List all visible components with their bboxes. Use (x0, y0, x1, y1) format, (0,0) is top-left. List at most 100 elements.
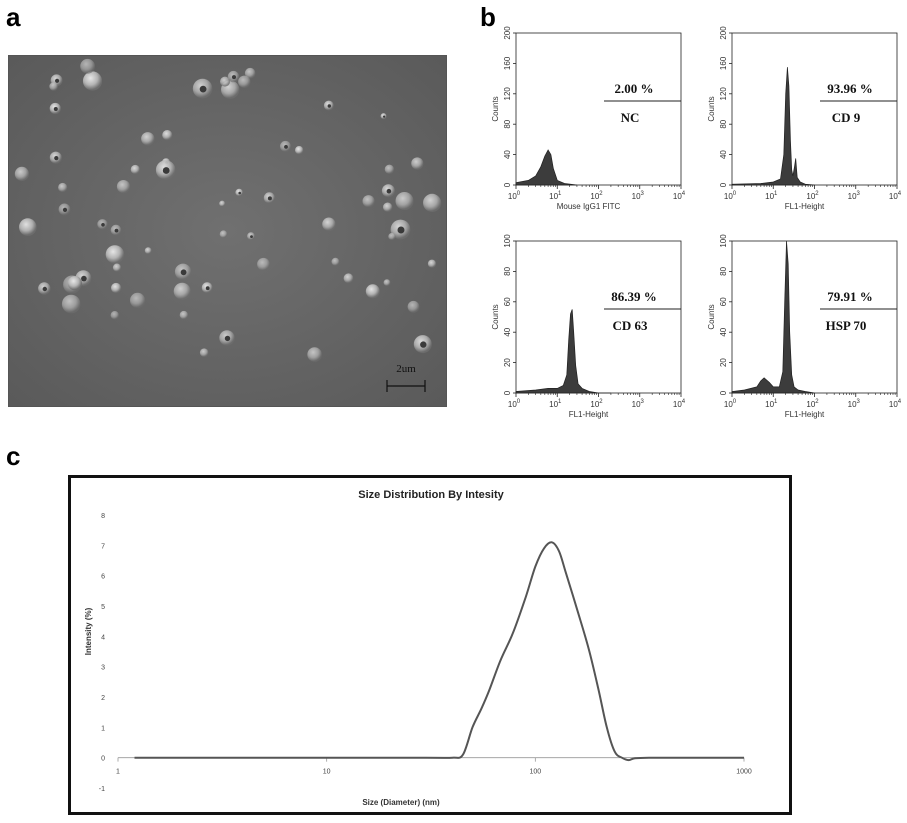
x-tick-label: 101 (765, 399, 778, 409)
flow-histogram-3: 0 20 40 60 80 100 100 101 102 103 104 FL1-Height Cou… (491, 234, 686, 419)
vesicle-particle (14, 166, 29, 181)
positive-percentage: 93.96 % (827, 81, 873, 96)
positive-percentage: 86.39 % (611, 289, 657, 304)
vesicle-core (114, 228, 119, 233)
y-tick-label: 20 (719, 358, 728, 367)
vesicle-particle (219, 230, 228, 238)
x-tick-label: 100 (508, 191, 521, 201)
x-tick-label: 103 (848, 191, 861, 201)
vesicle-core (205, 286, 210, 291)
vesicle-particle (362, 195, 375, 208)
vesicle-particle (427, 259, 437, 268)
x-tick-label: 102 (806, 399, 819, 409)
vesicle-core (162, 167, 170, 174)
vesicle-core (267, 196, 272, 201)
vesicle-particle (331, 257, 340, 266)
size-distribution-plot: Size Distribution By Intesity -1 0 1 2 3 4 5 6 7 8… (84, 489, 752, 807)
panel-a-label: a (6, 2, 21, 32)
y-tick-label: 200 (719, 26, 728, 40)
x-tick-label: 101 (549, 399, 562, 409)
panel-b-label: b (480, 2, 496, 32)
vesicle-particle (61, 294, 81, 314)
vesicle-particle (384, 164, 395, 174)
y-tick-label: 0 (503, 182, 512, 187)
y-tick-label: 60 (503, 297, 512, 306)
vesicle-particle (111, 282, 122, 294)
vesicle-core (180, 269, 187, 276)
x-tick-label: 100 (724, 399, 737, 409)
dls-plot-group: Size Distribution By Intesity -1 0 1 2 3 4 5 6 7 8… (84, 489, 752, 807)
vesicle-core (420, 341, 427, 348)
vesicle-particle (244, 67, 256, 79)
vesicle-particle (407, 300, 420, 313)
x-tick-label: 100 (508, 399, 521, 409)
x-tick-label: 1000 (736, 769, 752, 776)
vesicle-particle (365, 284, 380, 299)
y-tick-label: 4 (101, 634, 105, 641)
vesicle-particle (295, 146, 304, 155)
scale-bar: 2um (386, 363, 426, 392)
vesicle-particle (144, 247, 152, 255)
marker-label: CD 63 (612, 318, 648, 333)
vesicle-core (250, 235, 253, 239)
plot-frame (515, 32, 682, 186)
vesicle-core (53, 107, 58, 111)
panel-c-label: c (6, 441, 21, 471)
vesicle-core (386, 188, 392, 194)
vesicle-core (54, 156, 59, 161)
vesicle-core (199, 85, 207, 93)
vesicle-particle (82, 71, 103, 91)
vesicle-particle (322, 217, 336, 231)
y-axis-label: Counts (491, 96, 500, 121)
vesicle-particle (388, 232, 396, 241)
x-axis-label: FL1-Height (569, 410, 609, 419)
x-tick-label: 104 (673, 191, 686, 201)
y-tick-label: 0 (503, 390, 512, 395)
marker-label: NC (621, 110, 640, 125)
vesicle-particle (19, 218, 37, 236)
y-tick-label: 40 (503, 327, 512, 336)
sem-micrograph: 2um (8, 55, 447, 407)
x-tick-label: 102 (806, 191, 819, 201)
vesicle-particle (116, 180, 131, 194)
y-tick-label: 0 (719, 390, 728, 395)
chart-title: Size Distribution By Intesity (358, 489, 504, 501)
vesicle-core (284, 145, 288, 149)
vesicle-particle (141, 132, 155, 146)
scale-bar-label: 2um (396, 363, 416, 375)
histogram-area (515, 309, 611, 394)
y-axis-label: Counts (707, 304, 716, 329)
x-tick-label: 101 (765, 191, 778, 201)
positive-percentage: 2.00 % (615, 81, 654, 96)
y-tick-label: 40 (503, 150, 512, 159)
vesicle-core (224, 335, 231, 342)
y-tick-label: 6 (101, 574, 105, 581)
y-tick-label: 80 (719, 266, 728, 275)
y-tick-label: 80 (503, 119, 512, 128)
y-tick-label: 80 (719, 119, 728, 128)
vesicle-particle (343, 273, 354, 284)
x-tick-label: 104 (889, 399, 902, 409)
plot-frame (731, 240, 898, 394)
vesicle-core (101, 223, 105, 227)
flow-histogram-1: 0 40 80 120 160 200 100 101 102 103 104 Mouse IgG1 … (491, 26, 686, 211)
x-tick-label: 103 (848, 399, 861, 409)
y-tick-label: 0 (719, 182, 728, 187)
vesicle-particle (162, 130, 173, 141)
x-tick-label: 101 (549, 191, 562, 201)
plot-frame (515, 240, 682, 394)
x-tick-label: 102 (590, 191, 603, 201)
vesicle-particle (110, 311, 120, 320)
vesicle-core (238, 191, 241, 195)
y-tick-label: 7 (101, 543, 105, 550)
y-axis-label: Counts (707, 96, 716, 121)
x-axis-label: FL1-Height (785, 410, 825, 419)
vesicle-particle (112, 263, 122, 272)
vesicle-core (55, 78, 60, 83)
x-tick-label: 104 (673, 399, 686, 409)
vesicle-particle (49, 82, 58, 91)
vesicle-particle (130, 164, 140, 175)
y-tick-label: -1 (99, 786, 105, 793)
y-tick-label: 100 (503, 234, 512, 248)
